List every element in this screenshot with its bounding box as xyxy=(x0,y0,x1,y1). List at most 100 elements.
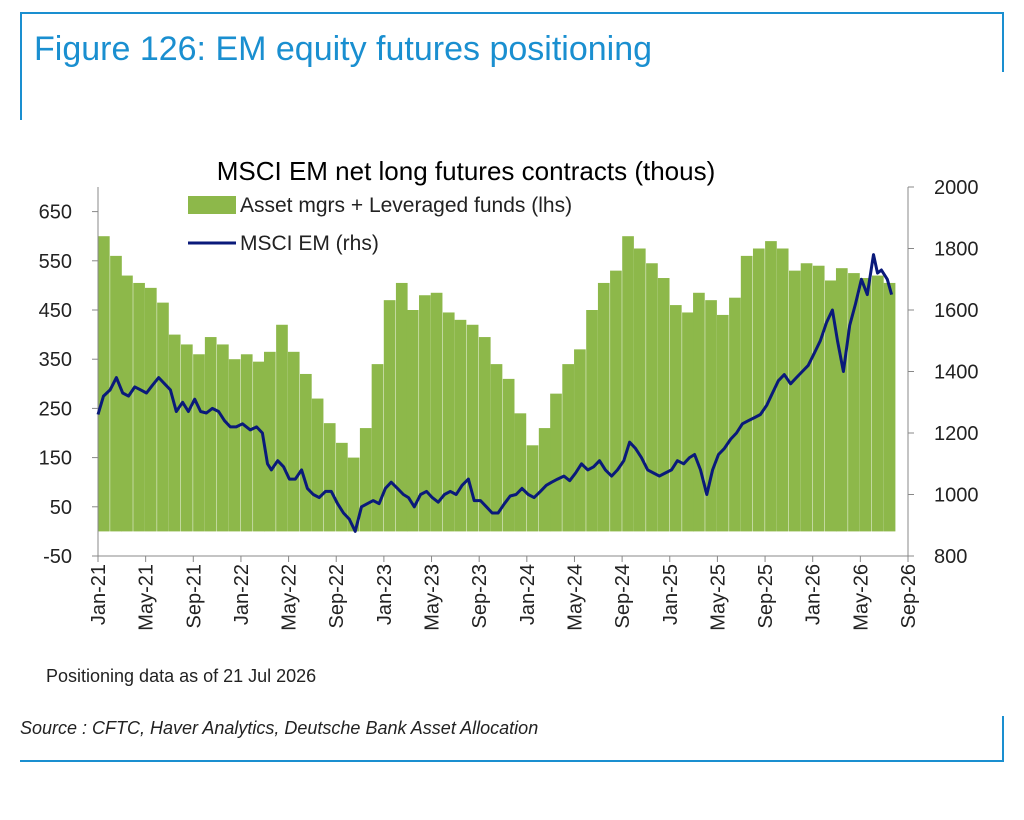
bar-2021-11-01 xyxy=(217,344,229,532)
bar-2023-10-01 xyxy=(490,364,503,532)
bar-2026-03-01 xyxy=(835,268,848,532)
frame-left-rule xyxy=(20,12,22,120)
y-right-tick-label: 1000 xyxy=(934,485,979,507)
x-tick-label: May-23 xyxy=(422,564,444,631)
legend: Asset mgrs + Leveraged funds (lhs) MSCI … xyxy=(188,194,572,255)
bar-2022-05-01 xyxy=(287,351,300,532)
y-left-tick-label: 150 xyxy=(39,448,72,470)
bar-2022-07-01 xyxy=(311,398,324,532)
y-right-tick-label: 1600 xyxy=(934,300,979,322)
y-left-tick-label: 250 xyxy=(39,398,72,420)
bar-2022-08-01 xyxy=(323,423,336,532)
bar-2025-09-01 xyxy=(765,241,777,532)
x-tick-label: May-21 xyxy=(136,564,158,631)
x-tick-label: May-26 xyxy=(850,564,872,631)
bar-2025-05-01 xyxy=(716,314,729,532)
frame-right-rule xyxy=(1002,12,1004,72)
x-tick-label: May-24 xyxy=(564,564,586,631)
bar-2026-07-01 xyxy=(883,282,896,532)
x-tick-label: Jan-21 xyxy=(88,564,110,625)
bar-2023-08-01 xyxy=(466,324,479,532)
bar-2022-09-01 xyxy=(336,442,348,532)
bar-2025-12-01 xyxy=(800,263,813,532)
bar-2025-11-01 xyxy=(788,270,801,532)
y-left-tick-label: -50 xyxy=(43,546,72,568)
y-left-tick-label: 650 xyxy=(39,202,72,224)
bar-2024-09-01 xyxy=(622,236,634,532)
bar-2021-09-01 xyxy=(193,354,205,532)
footnote: Positioning data as of 21 Jul 2026 xyxy=(46,666,317,686)
source-bottom-rule xyxy=(20,760,1004,762)
bar-2025-10-01 xyxy=(776,248,789,532)
y-right-tick-label: 800 xyxy=(934,546,967,568)
bar-2022-06-01 xyxy=(300,373,312,532)
bar-2022-03-01 xyxy=(263,351,276,532)
bar-2022-01-01 xyxy=(240,354,253,532)
bar-2023-12-01 xyxy=(514,413,527,532)
bar-2021-05-01 xyxy=(144,287,157,532)
x-tick-label: Sep-23 xyxy=(469,564,491,629)
frame-top-rule xyxy=(20,12,1004,14)
bar-2026-04-01 xyxy=(848,273,860,532)
bar-2023-11-01 xyxy=(502,378,515,532)
bar-2025-07-01 xyxy=(740,255,753,532)
bar-2023-05-01 xyxy=(430,292,443,532)
bar-2023-03-01 xyxy=(406,310,419,532)
bar-2023-06-01 xyxy=(442,312,455,532)
bar-2025-08-01 xyxy=(752,248,765,532)
bar-2022-11-01 xyxy=(359,428,372,532)
x-tick-label: Jan-26 xyxy=(803,564,825,625)
bar-2024-03-01 xyxy=(550,393,562,532)
bar-2024-04-01 xyxy=(562,364,574,532)
bar-2022-12-01 xyxy=(371,364,384,532)
y-left-tick-label: 450 xyxy=(39,300,72,322)
bar-2021-06-01 xyxy=(157,302,169,532)
bar-2021-12-01 xyxy=(228,359,241,532)
x-tick-label: May-25 xyxy=(707,564,729,631)
bar-2022-02-01 xyxy=(253,361,265,532)
legend-swatch-bars xyxy=(188,196,236,214)
axes: 650 550 450 350 250 150 50 -50 2000 1800 1600 1400 1… xyxy=(39,177,979,631)
bar-2021-02-01 xyxy=(110,255,122,532)
bar-2025-02-01 xyxy=(682,312,694,532)
bar-2021-01-01 xyxy=(98,236,110,532)
bar-2023-09-01 xyxy=(478,337,491,532)
bar-2024-10-01 xyxy=(633,248,646,532)
bar-2024-07-01 xyxy=(597,282,610,532)
bar-2021-07-01 xyxy=(168,334,181,532)
source-right-rule xyxy=(1002,716,1004,762)
x-tick-label: Jan-22 xyxy=(231,564,253,625)
x-tick-label: Sep-26 xyxy=(898,564,920,629)
bar-2026-05-01 xyxy=(859,278,872,532)
bar-2021-03-01 xyxy=(121,275,133,532)
bar-2022-04-01 xyxy=(276,324,288,532)
x-tick-label: Jan-23 xyxy=(374,564,396,625)
x-tick-label: May-22 xyxy=(279,564,301,631)
bar-2024-12-01 xyxy=(657,278,670,532)
bar-2026-01-01 xyxy=(812,265,825,532)
source-note: Source : CFTC, Haver Analytics, Deutsche… xyxy=(20,718,539,738)
bar-2024-01-01 xyxy=(526,445,539,532)
legend-label-line: MSCI EM (rhs) xyxy=(240,232,379,255)
bar-2025-06-01 xyxy=(729,297,741,532)
x-tick-label: Jan-24 xyxy=(517,564,539,625)
y-right-tick-label: 1800 xyxy=(934,239,979,261)
bar-2024-06-01 xyxy=(586,310,598,532)
bar-2025-04-01 xyxy=(705,300,717,532)
chart-title: MSCI EM net long futures contracts (thou… xyxy=(217,156,716,186)
x-tick-label: Sep-22 xyxy=(326,564,348,629)
bar-2023-01-01 xyxy=(383,300,396,532)
bar-2026-06-01 xyxy=(871,275,884,532)
legend-label-bars: Asset mgrs + Leveraged funds (lhs) xyxy=(240,194,572,217)
x-tick-label: Sep-21 xyxy=(183,564,205,629)
y-left-tick-label: 550 xyxy=(39,251,72,273)
bar-2024-11-01 xyxy=(646,263,658,532)
bar-2021-08-01 xyxy=(180,344,193,532)
bar-2023-04-01 xyxy=(419,295,431,532)
bar-2024-05-01 xyxy=(574,349,586,532)
bar-2021-04-01 xyxy=(133,282,145,532)
y-left-tick-label: 50 xyxy=(50,497,72,519)
line-series-msci-em xyxy=(96,253,894,533)
bar-2023-07-01 xyxy=(454,319,467,532)
